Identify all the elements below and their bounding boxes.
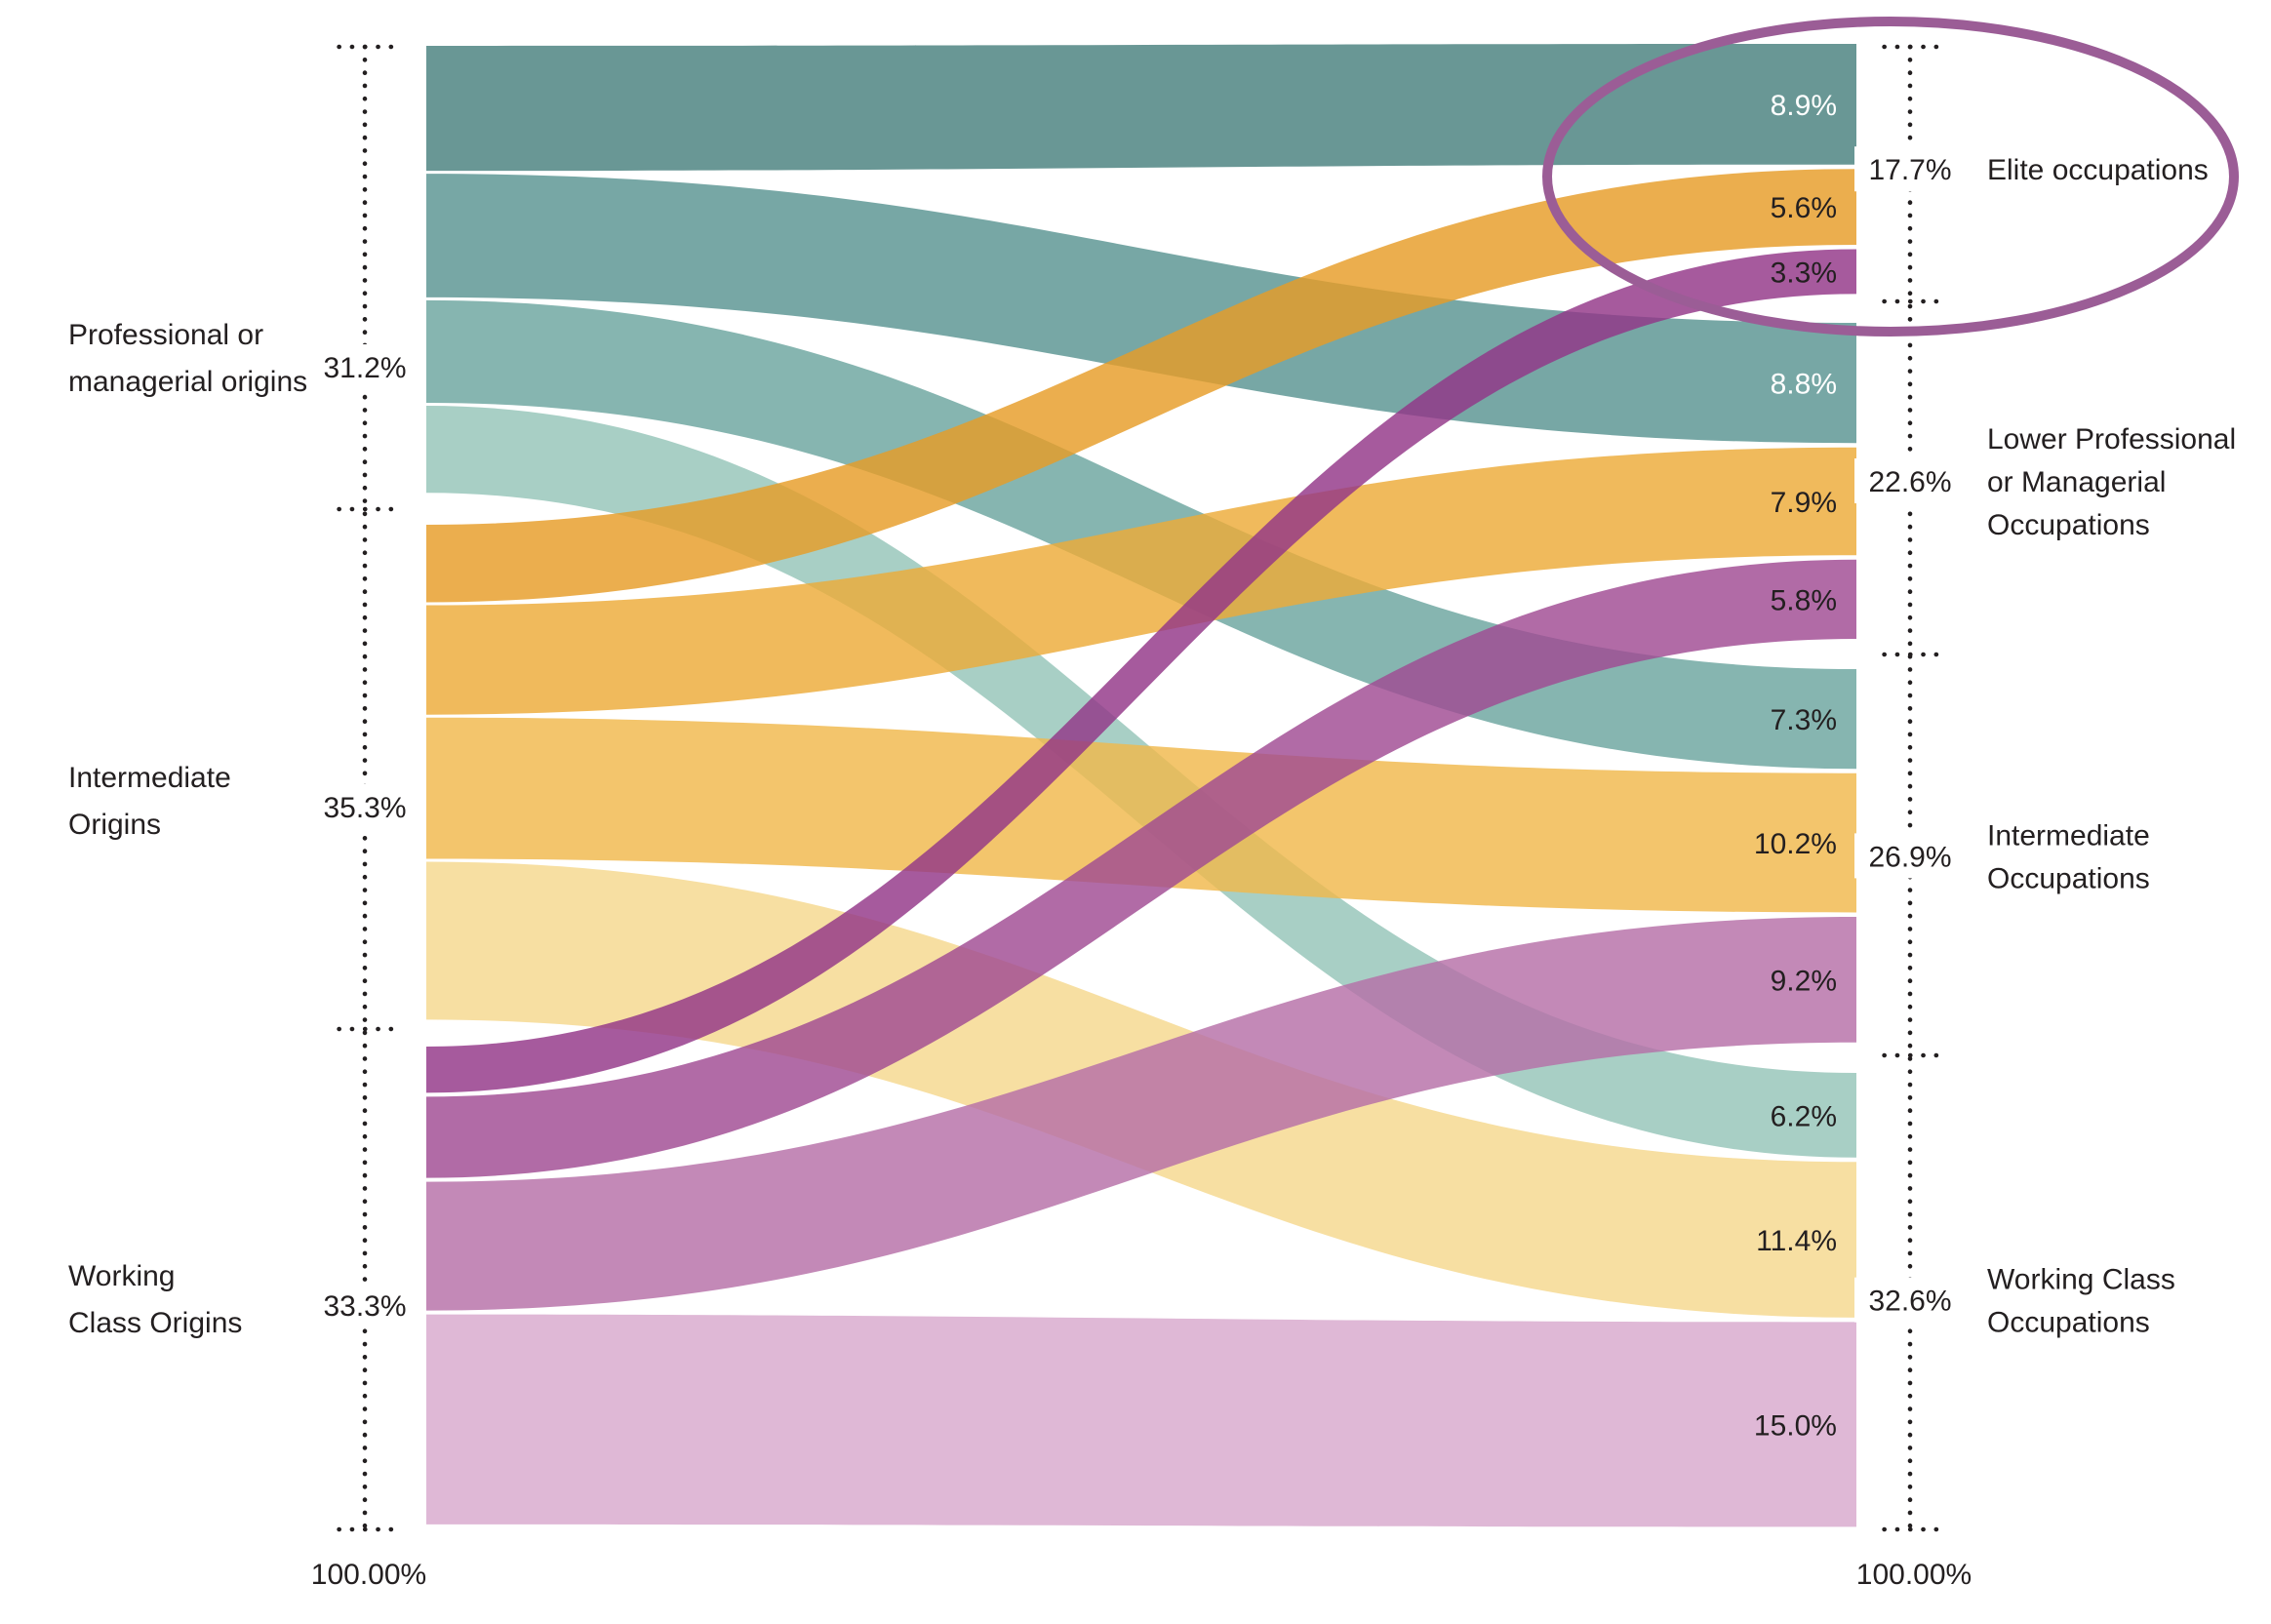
origin-pct-intermediate: 35.3% (323, 792, 406, 824)
flow-pct-working-to-elite: 3.3% (1771, 257, 1837, 289)
destination-pct-working_occ: 32.6% (1868, 1286, 1951, 1318)
origin-label-working: Working (68, 1260, 175, 1292)
origin-pct-working: 33.3% (323, 1290, 406, 1323)
flow-working-to-elite (426, 249, 1856, 1093)
flow-pct-intermediate-to-lower_professional: 7.9% (1771, 487, 1837, 519)
flow-working-to-intermediate_occ (426, 917, 1856, 1311)
origin-label-working: Class Origins (68, 1307, 242, 1339)
destination-pct-intermediate_occ: 26.9% (1868, 841, 1951, 873)
flow-intermediate-to-intermediate_occ (426, 717, 1856, 913)
label-backer (309, 344, 420, 389)
destination-label-lower_professional: Lower Professional (1987, 423, 2236, 456)
flow-professional-to-elite (426, 44, 1856, 172)
origin-pct-professional: 31.2% (323, 352, 406, 384)
flow-pct-intermediate-to-intermediate_occ: 10.2% (1754, 828, 1837, 860)
origin-label-professional: managerial origins (68, 366, 307, 398)
destination-label-intermediate_occ: Occupations (1987, 862, 2150, 894)
label-backer (1854, 458, 1966, 503)
destination-label-intermediate_occ: Intermediate (1987, 819, 2150, 852)
flow-pct-working-to-lower_professional: 5.8% (1771, 584, 1837, 616)
label-backer (1854, 1277, 1966, 1323)
flow-working-to-lower_professional (426, 559, 1856, 1178)
left-axis-total: 100.00% (311, 1559, 426, 1591)
label-backer (1854, 833, 1966, 879)
origin-label-professional: Professional or (68, 319, 263, 351)
elite-annotation-ellipse (1542, 17, 2239, 337)
flow-intermediate-to-lower_professional (426, 447, 1856, 715)
flow-intermediate-to-elite (426, 169, 1856, 603)
label-backer (1854, 146, 1966, 192)
destination-label-lower_professional: Occupations (1987, 509, 2150, 541)
origin-label-intermediate: Intermediate (68, 762, 231, 794)
destination-pct-elite: 17.7% (1868, 154, 1951, 186)
flow-working-to-working_occ (426, 1314, 1856, 1527)
flow-pct-working-to-intermediate_occ: 9.2% (1771, 965, 1837, 997)
destination-pct-lower_professional: 22.6% (1868, 466, 1951, 498)
annotation-layer (1542, 17, 2239, 337)
destination-label-elite: Elite occupations (1987, 154, 2209, 186)
flow-pct-professional-to-lower_professional: 8.8% (1771, 369, 1837, 401)
flow-pct-professional-to-working_occ: 6.2% (1771, 1100, 1837, 1132)
label-backers-layer (309, 146, 1966, 1327)
label-backer (309, 1283, 420, 1327)
flows-layer (426, 44, 1856, 1527)
label-backer (309, 784, 420, 829)
right-axis-total: 100.00% (1856, 1559, 1972, 1591)
flow-pct-professional-to-intermediate_occ: 7.3% (1771, 704, 1837, 736)
destination-label-working_occ: Working Class (1987, 1264, 2175, 1296)
flow-pct-professional-to-elite: 8.9% (1771, 90, 1837, 122)
labels-layer: Professional or managerial origins 31.2% In… (68, 90, 2236, 1591)
flow-pct-working-to-working_occ: 15.0% (1754, 1409, 1837, 1442)
destination-label-working_occ: Occupations (1987, 1307, 2150, 1339)
flow-pct-intermediate-to-working_occ: 11.4% (1756, 1225, 1837, 1257)
flow-pct-intermediate-to-elite: 5.6% (1771, 192, 1837, 224)
destination-label-lower_professional: or Managerial (1987, 466, 2166, 498)
origin-label-intermediate: Origins (68, 809, 161, 841)
